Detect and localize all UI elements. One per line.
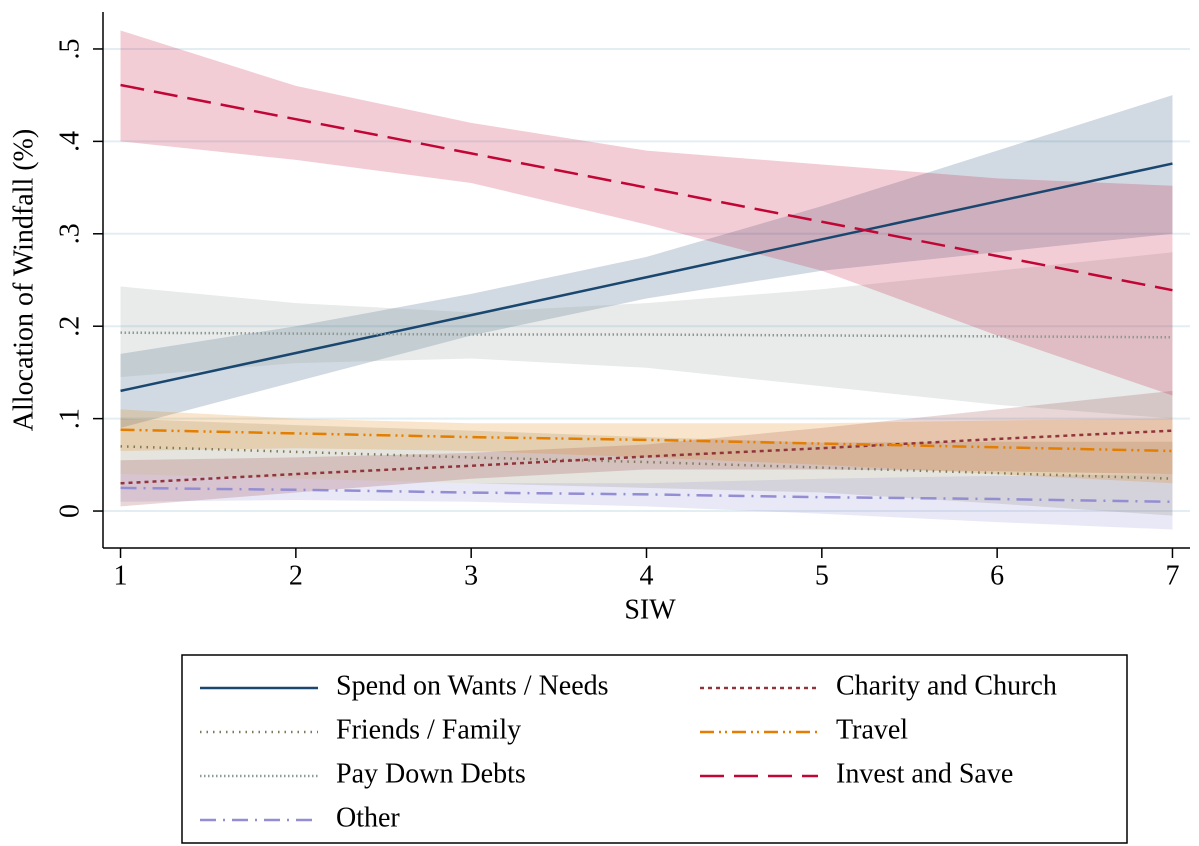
y-tick-label: .2 bbox=[54, 316, 85, 337]
series-line bbox=[120, 331, 1173, 339]
series-line bbox=[120, 428, 1173, 453]
legend-label: Pay Down Debts bbox=[336, 758, 526, 789]
x-tick-label: 6 bbox=[990, 560, 1004, 591]
y-axis-title: Allocation of Windfall (%) bbox=[8, 129, 39, 431]
legend-label: Friends / Family bbox=[336, 714, 521, 745]
confidence-band bbox=[120, 252, 1173, 419]
x-tick-label: 7 bbox=[1165, 560, 1179, 591]
y-tick-label: .4 bbox=[54, 131, 85, 152]
series-line bbox=[120, 486, 1173, 504]
series-line bbox=[120, 162, 1173, 393]
y-tick-label: .5 bbox=[54, 38, 85, 59]
y-tick-label: .3 bbox=[54, 223, 85, 244]
legend-label: Charity and Church bbox=[836, 670, 1057, 701]
x-tick-label: 1 bbox=[114, 560, 128, 591]
legend-box bbox=[181, 654, 1128, 844]
legend-label: Other bbox=[336, 802, 400, 833]
confidence-band bbox=[120, 409, 1173, 484]
legend-label: Travel bbox=[836, 714, 908, 745]
x-tick-label: 4 bbox=[640, 560, 654, 591]
legend-label: Invest and Save bbox=[836, 758, 1013, 789]
series-line bbox=[120, 83, 1173, 292]
y-tick-label: 0 bbox=[54, 504, 85, 518]
x-tick-label: 3 bbox=[464, 560, 478, 591]
confidence-band bbox=[120, 474, 1173, 530]
x-tick-label: 5 bbox=[815, 560, 829, 591]
legend-label: Spend on Wants / Needs bbox=[336, 670, 609, 701]
confidence-band bbox=[120, 30, 1173, 396]
x-axis-title: SIW bbox=[624, 594, 676, 625]
x-tick-label: 2 bbox=[289, 560, 303, 591]
plot-area bbox=[103, 30, 1190, 530]
confidence-band bbox=[120, 95, 1173, 428]
confidence-band bbox=[120, 418, 1173, 516]
confidence-band bbox=[120, 390, 1173, 507]
y-tick-label: .1 bbox=[54, 408, 85, 429]
